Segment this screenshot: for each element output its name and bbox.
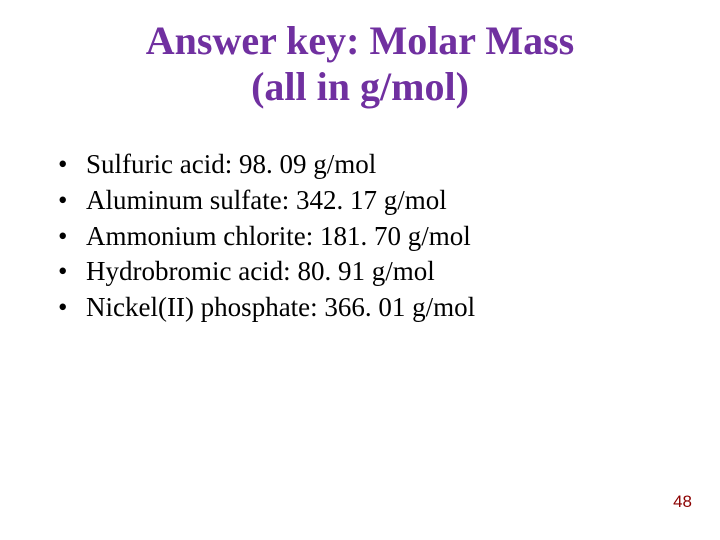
title-line-2: (all in g/mol): [251, 64, 469, 109]
list-item: • Nickel(II) phosphate: 366. 01 g/mol: [58, 291, 680, 325]
list-item: • Sulfuric acid: 98. 09 g/mol: [58, 148, 680, 182]
bullet-icon: •: [58, 184, 86, 218]
bullet-icon: •: [58, 148, 86, 182]
list-item-text: Hydrobromic acid: 80. 91 g/mol: [86, 255, 435, 289]
page-number: 48: [673, 492, 692, 512]
bullet-icon: •: [58, 255, 86, 289]
bullet-icon: •: [58, 291, 86, 325]
bullet-icon: •: [58, 220, 86, 254]
list-item-text: Aluminum sulfate: 342. 17 g/mol: [86, 184, 447, 218]
list-item-text: Sulfuric acid: 98. 09 g/mol: [86, 148, 376, 182]
slide-title: Answer key: Molar Mass (all in g/mol): [100, 18, 620, 110]
slide: Answer key: Molar Mass (all in g/mol) • …: [0, 0, 720, 540]
list-item: • Aluminum sulfate: 342. 17 g/mol: [58, 184, 680, 218]
list-item-text: Ammonium chlorite: 181. 70 g/mol: [86, 220, 471, 254]
title-line-1: Answer key: Molar Mass: [146, 18, 574, 63]
bullet-list: • Sulfuric acid: 98. 09 g/mol • Aluminum…: [58, 148, 680, 325]
list-item-text: Nickel(II) phosphate: 366. 01 g/mol: [86, 291, 475, 325]
list-item: • Hydrobromic acid: 80. 91 g/mol: [58, 255, 680, 289]
list-item: • Ammonium chlorite: 181. 70 g/mol: [58, 220, 680, 254]
